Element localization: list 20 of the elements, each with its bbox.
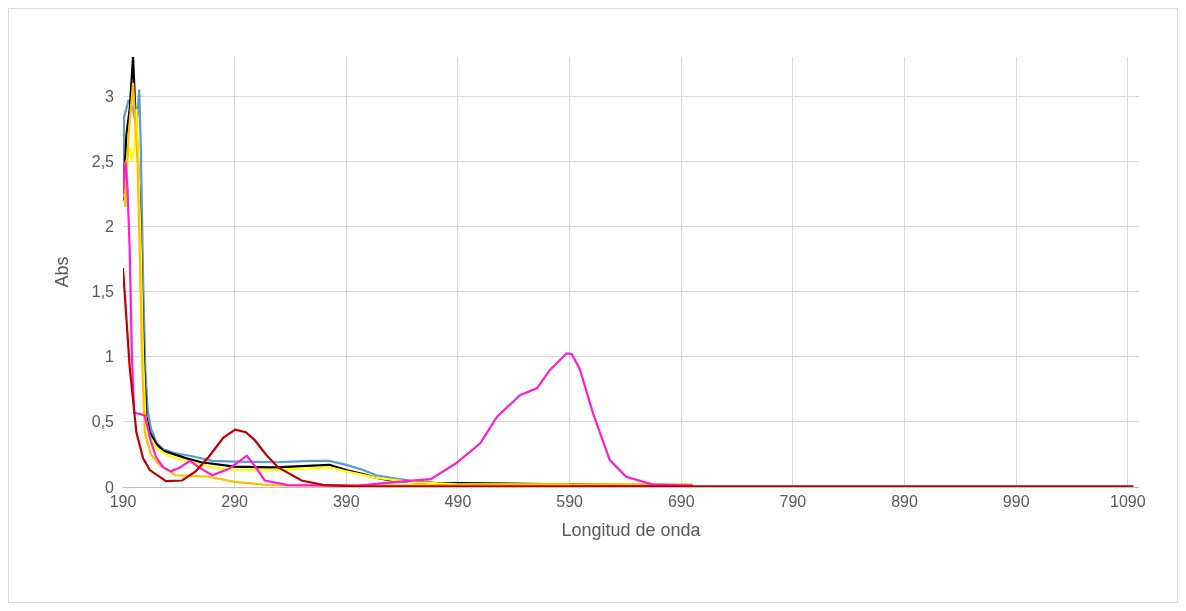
x-tick-label: 890 [891, 493, 918, 511]
x-tick-label: 290 [221, 493, 249, 511]
y-tick-label: 0 [105, 478, 115, 496]
x-tick-label: 990 [1002, 493, 1030, 511]
x-tick-label: 490 [444, 493, 472, 511]
x-tick-label: 390 [332, 493, 360, 511]
x-tick-label: 190 [109, 493, 137, 511]
y-tick-label: 0,5 [91, 413, 115, 431]
y-tick-label: 1 [105, 348, 115, 366]
y-tick-label: 2,5 [91, 152, 115, 170]
x-tick-label: 590 [556, 493, 584, 511]
line-series [123, 266, 1135, 487]
x-tick-label: 1090 [1110, 493, 1146, 511]
x-tick-label: 790 [779, 493, 807, 511]
y-tick-label: 3 [105, 87, 115, 105]
y-axis-title: Abs [51, 256, 72, 288]
y-tick-label: 1,5 [91, 283, 115, 301]
x-tick-label: 690 [667, 493, 695, 511]
y-tick-label: 2 [105, 217, 115, 235]
x-axis-title: Longitud de onda [561, 520, 702, 541]
